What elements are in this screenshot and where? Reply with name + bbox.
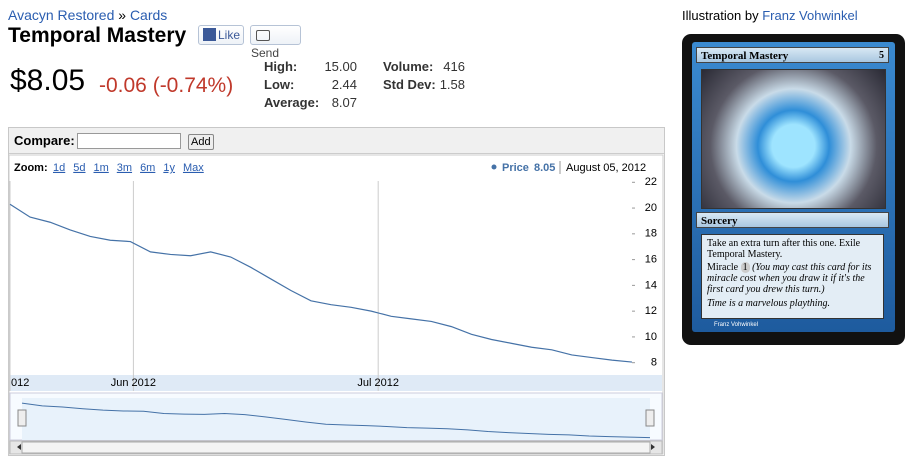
card-text-box: Take an extra turn after this one. Exile…	[701, 234, 884, 319]
legend-date: August 05, 2012	[566, 162, 646, 174]
navigator-line	[21, 402, 651, 439]
compare-button[interactable]: Add	[188, 134, 214, 150]
y-tick-label: 8	[651, 357, 657, 369]
card-name: Temporal Mastery	[701, 50, 789, 62]
breadcrumb-link[interactable]: Avacyn Restored	[8, 7, 115, 23]
y-tick-label: 22	[645, 176, 657, 188]
card-miracle-cost: 1	[740, 262, 750, 273]
stat-label: Std Dev:	[383, 77, 436, 92]
card-name-bar: Temporal Mastery 5	[696, 47, 889, 63]
legend-marker	[491, 164, 497, 170]
card-reminder: (You may cast this card for its miracle …	[707, 262, 872, 295]
current-price: $8.05	[10, 64, 86, 97]
stat-label: Low:	[264, 77, 295, 92]
card-type-bar: Sorcery	[696, 212, 889, 228]
card-frame: Temporal Mastery 5 Sorcery Take an extra …	[692, 42, 895, 332]
y-tick-label: 16	[645, 254, 657, 266]
zoom-option[interactable]: 6m	[140, 162, 155, 174]
stat-value: 8.07	[331, 95, 357, 110]
y-tick-label: 12	[645, 305, 657, 317]
send-label: Send	[251, 46, 280, 60]
card-image: Temporal Mastery 5 Sorcery Take an extra …	[682, 34, 905, 345]
card-type: Sorcery	[701, 215, 738, 227]
stat-value: 416	[443, 59, 465, 74]
legend-value: 8.05	[534, 162, 555, 174]
compare-input[interactable]	[77, 133, 181, 149]
illustration-label: Illustration by	[682, 8, 759, 23]
price-change: -0.06 (-0.74%)	[99, 74, 234, 97]
card-artist: Franz Vohwinkel	[714, 322, 759, 328]
illustration-credit: Illustration by Franz Vohwinkel	[682, 8, 858, 23]
card-flavor: Time is a marvelous plaything.	[707, 298, 831, 309]
zoom-label: Zoom:	[14, 162, 48, 174]
navigator-window	[22, 398, 650, 440]
legend-name[interactable]: Price	[502, 162, 529, 174]
stat-label: Average:	[264, 95, 320, 110]
card-art	[701, 69, 886, 209]
navigator-handle[interactable]	[17, 409, 27, 427]
stat-label: High:	[264, 59, 298, 74]
x-tick-label: Jun 2012	[111, 377, 156, 389]
zoom-option[interactable]: 1d	[53, 162, 65, 174]
x-tick-label: Jul 2012	[357, 377, 399, 389]
stat-value: 2.44	[331, 77, 357, 92]
send-button[interactable]: Send	[250, 25, 301, 60]
stat-value: 15.00	[324, 59, 357, 74]
scrollbar-thumb[interactable]	[21, 441, 651, 454]
navigator-handle[interactable]	[645, 409, 655, 427]
y-tick-label: 20	[645, 202, 657, 214]
zoom-option[interactable]: 1m	[94, 162, 109, 174]
breadcrumb: Avacyn Restored » Cards	[8, 7, 167, 23]
compare-label: Compare:	[14, 133, 75, 148]
y-tick-label: 14	[645, 279, 657, 291]
x-tick-label: 012	[11, 377, 29, 389]
like-label: Like	[218, 28, 241, 42]
zoom-option[interactable]: 1y	[163, 162, 175, 174]
y-tick-label: 18	[645, 228, 657, 240]
zoom-option[interactable]: 3m	[117, 162, 132, 174]
zoom-option[interactable]: 5d	[73, 162, 85, 174]
like-button[interactable]: Like	[198, 25, 244, 45]
card-cost: 5	[879, 50, 884, 61]
stat-value: 1.58	[439, 77, 465, 92]
zoom-option[interactable]: Max	[183, 162, 204, 174]
stat-label: Volume:	[383, 59, 434, 74]
card-miracle: Miracle	[707, 262, 739, 273]
artist-link[interactable]: Franz Vohwinkel	[762, 8, 858, 23]
card-rules: Take an extra turn after this one. Exile…	[707, 238, 861, 260]
card-title: Temporal Mastery	[8, 24, 187, 47]
x-axis-band	[10, 375, 662, 391]
breadcrumb-link[interactable]: Cards	[129, 7, 168, 23]
y-tick-label: 10	[645, 331, 657, 343]
price-line	[9, 203, 633, 363]
breadcrumb-separator: »	[118, 7, 127, 23]
